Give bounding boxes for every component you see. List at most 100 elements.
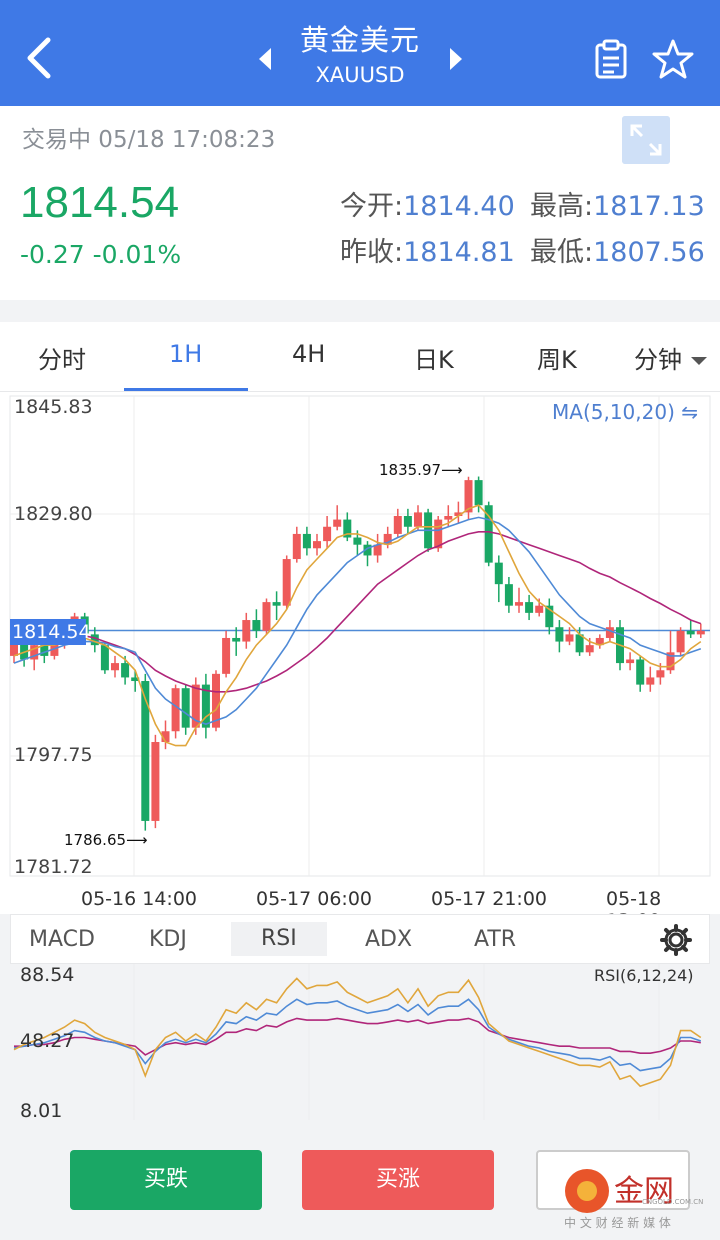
stat-high: 最高:1817.13: [530, 191, 705, 222]
price-change: -0.27 -0.01%: [20, 240, 182, 269]
candle-body: [403, 515, 412, 527]
candle-body: [414, 512, 422, 527]
candle-body: [252, 620, 261, 631]
indicator-adx[interactable]: ADX: [365, 927, 413, 952]
indicator-kdj[interactable]: KDJ: [149, 927, 187, 952]
page-title: 黄金美元: [299, 23, 420, 57]
candle-body: [454, 512, 463, 516]
sell-button[interactable]: 买跌: [70, 1150, 262, 1210]
rsi-y-tick: 8.01: [20, 1100, 63, 1122]
page-subtitle: XAUUSD: [315, 63, 405, 87]
candle-body: [646, 677, 655, 685]
candle-body: [535, 605, 544, 613]
rsi-y-tick: 88.54: [20, 964, 75, 986]
gear-icon[interactable]: [659, 923, 693, 957]
candle-body: [90, 634, 99, 646]
tab-4h[interactable]: 4H: [292, 340, 326, 368]
logo-domain: CNGOLD.COM.CN: [642, 1198, 704, 1206]
stat-prev-close: 昨收:1814.81: [340, 237, 515, 268]
ma5-line: [13, 504, 702, 747]
tab-daily[interactable]: 日K: [414, 346, 454, 374]
expand-icon[interactable]: [622, 116, 670, 164]
timeframe-tabs: 分时 1H 4H 日K 周K 分钟: [0, 322, 720, 392]
low-annotation: 1786.65⟶: [64, 831, 148, 849]
chart-frame: [9, 395, 711, 877]
indicator-macd[interactable]: MACD: [29, 927, 95, 952]
candle-body: [141, 681, 150, 821]
candle-body: [555, 627, 564, 642]
dropdown-caret-icon: [690, 357, 707, 365]
instrument-title: 黄金美元 XAUUSD: [220, 20, 500, 90]
candle-body: [575, 634, 584, 653]
candle-body: [40, 645, 49, 656]
candle-body: [292, 533, 301, 560]
y-tick-label: 1781.72: [14, 856, 93, 878]
candle-body: [484, 505, 493, 563]
candle-body: [323, 526, 332, 542]
tab-minute[interactable]: 分钟: [634, 340, 708, 375]
y-tick-label: 1845.83: [14, 396, 93, 418]
x-tick-label: 05-16 14:00: [81, 888, 198, 910]
candle-body: [302, 533, 311, 549]
candle-body: [272, 602, 281, 606]
x-tick-label: 05-17 21:00: [431, 888, 548, 910]
stat-low: 最低:1807.56: [530, 237, 705, 268]
tab-minute-label: 分钟: [634, 346, 682, 374]
buy-button[interactable]: 买涨: [302, 1150, 494, 1210]
candle-body: [373, 544, 382, 556]
candle-body: [181, 688, 190, 728]
rsi-chart[interactable]: [0, 964, 720, 1120]
tab-weekly[interactable]: 周K: [537, 346, 577, 374]
candle-body: [444, 515, 453, 520]
candle-body: [504, 584, 513, 606]
candle-body: [262, 602, 271, 631]
ma-legend[interactable]: MA(5,10,20) ⇋: [552, 400, 699, 424]
trade-bar: 买跌 买涨: [0, 1120, 720, 1240]
candle-body: [383, 533, 392, 545]
clipboard-icon[interactable]: [592, 38, 630, 80]
candle-body: [585, 645, 594, 653]
candle-body: [343, 519, 352, 538]
logo-icon: [565, 1169, 609, 1213]
tab-1h[interactable]: 1H: [169, 340, 203, 368]
star-icon[interactable]: [652, 38, 694, 80]
prev-triangle-icon[interactable]: [255, 44, 275, 74]
candle-body: [191, 684, 200, 728]
candle-body: [10, 637, 18, 656]
candle-body: [515, 602, 523, 606]
candle-body: [222, 637, 231, 674]
ma10-line: [13, 516, 702, 725]
x-tick-label: 05-17 06:00: [256, 888, 373, 910]
candle-body: [393, 515, 402, 534]
active-tab-indicator: [124, 388, 248, 391]
candle-body: [242, 620, 251, 642]
candle-body: [525, 602, 534, 613]
candle-body: [676, 630, 685, 653]
quote-panel: 交易中 05/18 17:08:23 1814.54 -0.27 -0.01% …: [0, 106, 720, 300]
candle-body: [353, 537, 362, 545]
high-annotation: 1835.97⟶: [379, 461, 463, 479]
candle-body: [434, 519, 443, 549]
y-tick-label: 1797.75: [14, 744, 93, 766]
top-bar: 黄金美元 XAUUSD: [0, 0, 720, 106]
candle-body: [333, 519, 342, 527]
indicator-rsi[interactable]: RSI: [231, 922, 327, 956]
candle-body: [171, 688, 180, 732]
back-arrow-icon[interactable]: [18, 30, 66, 86]
indicator-tabs: MACD KDJ RSI ADX ATR: [10, 914, 710, 964]
next-triangle-icon[interactable]: [446, 44, 466, 74]
candle-body: [121, 663, 130, 678]
third-button[interactable]: [536, 1150, 690, 1210]
candle-body: [636, 659, 645, 685]
last-price: 1814.54: [20, 178, 180, 227]
rsi-legend: RSI(6,12,24): [594, 966, 694, 985]
logo-name: 金网: [614, 1174, 674, 1209]
tab-fenshi[interactable]: 分时: [38, 346, 86, 374]
candle-body: [212, 673, 220, 728]
rsi24-line: [14, 1017, 701, 1056]
candle-body: [464, 480, 473, 513]
candle-body: [696, 630, 705, 635]
indicator-atr[interactable]: ATR: [474, 927, 517, 952]
candle-body: [111, 663, 119, 671]
candle-body: [100, 645, 109, 671]
